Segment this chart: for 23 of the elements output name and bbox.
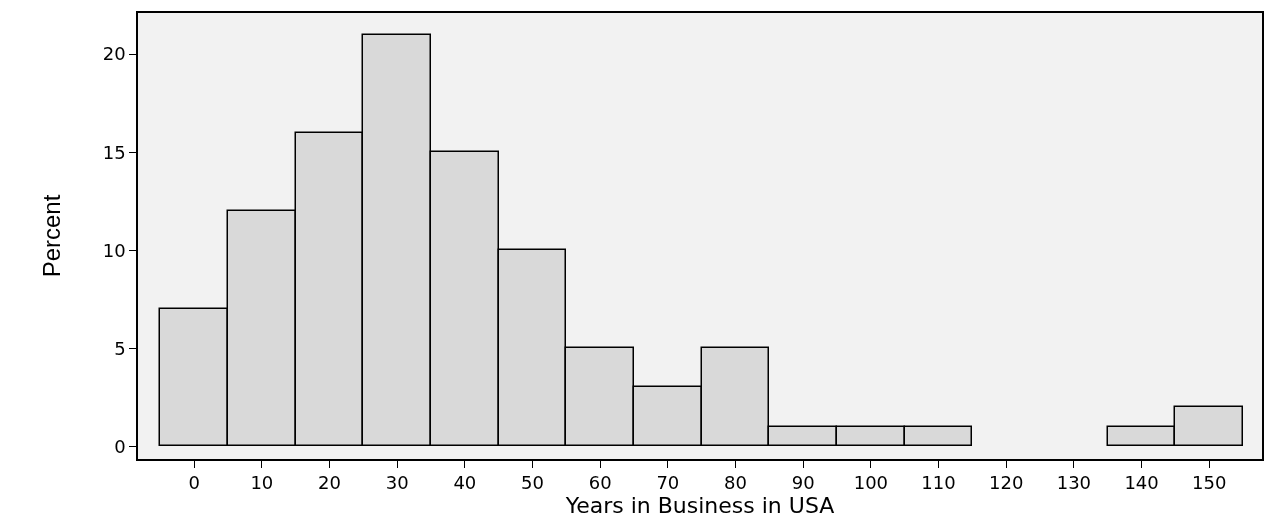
x-tick-label: 20 <box>318 472 341 494</box>
x-tick-label: 120 <box>989 472 1024 494</box>
y-tick-label: 0 <box>114 435 126 457</box>
y-tick-label: 10 <box>102 239 126 261</box>
y-axis-title: Percent <box>38 194 66 278</box>
x-tick-label: 40 <box>453 472 477 494</box>
x-tick-label: 90 <box>791 472 815 494</box>
x-tick-label: 60 <box>588 472 612 494</box>
x-tick-label: 100 <box>853 472 889 494</box>
x-axis-title: Years in Business in USA <box>564 493 835 519</box>
x-tick-label: 10 <box>250 472 274 494</box>
x-tick-label: 140 <box>1124 472 1159 494</box>
x-tick-label: 30 <box>385 472 409 494</box>
x-tick-label: 50 <box>521 472 544 494</box>
x-tick-label: 80 <box>724 472 747 494</box>
x-tick-label: 130 <box>1056 472 1092 494</box>
x-tick-label: 150 <box>1192 472 1227 494</box>
x-tick-label: 110 <box>921 472 956 494</box>
y-tick-label: 15 <box>102 141 126 163</box>
y-tick-label: 5 <box>114 337 126 359</box>
x-tick-label: 0 <box>188 472 200 494</box>
x-tick-label: 70 <box>656 472 680 494</box>
y-tick-label: 20 <box>102 43 126 65</box>
